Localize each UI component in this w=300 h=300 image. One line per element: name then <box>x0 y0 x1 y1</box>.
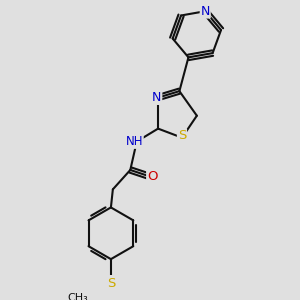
Text: NH: NH <box>125 135 143 148</box>
Text: O: O <box>147 170 158 183</box>
Text: S: S <box>178 129 186 142</box>
Text: N: N <box>152 91 161 104</box>
Text: N: N <box>201 5 210 18</box>
Text: S: S <box>107 277 115 290</box>
Text: CH₃: CH₃ <box>67 293 88 300</box>
